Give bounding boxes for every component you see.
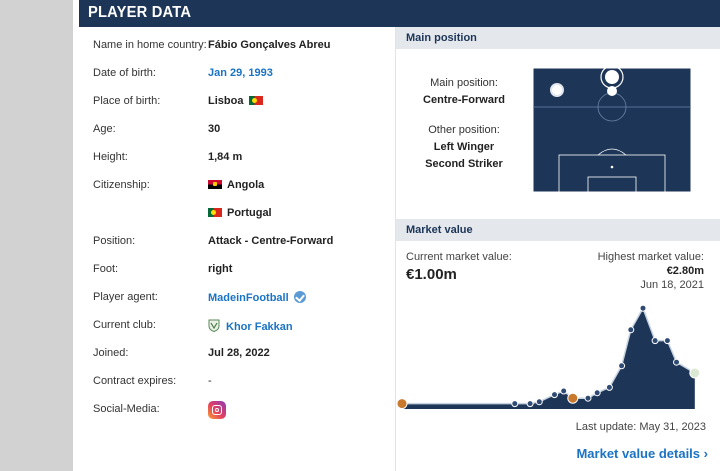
- main-position-header: Main position: [396, 27, 720, 49]
- market-value-heading: Market value: [406, 224, 473, 236]
- date-of-birth-link[interactable]: Jan 29, 1993: [208, 67, 273, 79]
- info-label: Age:: [93, 123, 116, 135]
- info-value: Portugal: [208, 207, 272, 219]
- info-value: -: [208, 375, 212, 387]
- info-value: Fábio Gonçalves Abreu: [208, 39, 331, 51]
- market-value-point[interactable]: [526, 400, 534, 408]
- player-agent-name: MadeinFootball: [208, 292, 289, 304]
- market-value-point[interactable]: [605, 383, 613, 391]
- market-value-point[interactable]: [663, 337, 671, 345]
- info-value: right: [208, 263, 233, 275]
- market-value-point[interactable]: [396, 398, 408, 410]
- last-update-text: Last update: May 31, 2023: [575, 421, 706, 433]
- player-agent-link[interactable]: MadeinFootball: [208, 291, 306, 304]
- page-left-gutter: [0, 0, 73, 471]
- citizenship-angola: Angola: [227, 179, 265, 191]
- market-value-point[interactable]: [584, 394, 592, 402]
- main-position-label: Main position:: [430, 77, 498, 89]
- market-value-point[interactable]: [689, 367, 701, 379]
- khor-fakkan-crest-icon: [208, 319, 220, 332]
- player-data-title: PLAYER DATA: [88, 4, 192, 21]
- market-value-point[interactable]: [593, 389, 601, 397]
- page-divider: [73, 0, 79, 471]
- highest-value: €2.80m: [666, 265, 704, 277]
- instagram-icon[interactable]: [208, 401, 226, 419]
- market-value-point[interactable]: [560, 387, 568, 395]
- market-value-header: Market value: [396, 219, 720, 241]
- left-winger-marker: [550, 83, 564, 97]
- main-position-value: Centre-Forward: [423, 94, 505, 106]
- info-value: Jul 28, 2022: [208, 347, 270, 359]
- flag-angola-icon: [208, 180, 222, 189]
- market-value-point[interactable]: [535, 398, 543, 406]
- current-club-name: Khor Fakkan: [226, 321, 293, 333]
- market-value-chart: [396, 304, 701, 410]
- info-label: Name in home country:: [93, 39, 207, 51]
- place-of-birth-text: Lisboa: [208, 95, 244, 107]
- info-value: 30: [208, 123, 221, 135]
- info-label: Date of birth:: [93, 67, 156, 79]
- other-position-value-1: Left Winger: [433, 141, 495, 153]
- info-label: Social-Media:: [93, 403, 160, 415]
- market-value-area: [402, 308, 695, 409]
- info-value: Lisboa: [208, 95, 264, 107]
- info-label: Contract expires:: [93, 375, 177, 387]
- citizenship-portugal: Portugal: [227, 207, 272, 219]
- main-position-heading: Main position: [406, 32, 477, 44]
- player-data-card: PLAYER DATA Name in home country: Fábio …: [79, 0, 720, 471]
- info-value: 1,84 m: [208, 151, 243, 163]
- current-value: €1.00m: [406, 266, 457, 283]
- info-label: Player agent:: [93, 291, 158, 303]
- info-label: Place of birth:: [93, 95, 161, 107]
- main-position-marker: [605, 70, 619, 84]
- other-position-value-2: Second Striker: [425, 158, 503, 170]
- chevron-right-icon: ›: [703, 446, 708, 461]
- market-value-point[interactable]: [551, 391, 558, 399]
- highest-value-date: Jun 18, 2021: [640, 279, 704, 291]
- pitch-penalty-spot: [610, 165, 614, 169]
- current-value-label: Current market value:: [406, 251, 512, 263]
- market-value-point[interactable]: [511, 400, 519, 408]
- market-value-point[interactable]: [618, 362, 626, 370]
- pitch-diagram: [532, 67, 692, 193]
- info-label: Joined:: [93, 347, 129, 359]
- verified-badge-icon: [293, 291, 306, 303]
- current-club-link[interactable]: Khor Fakkan: [208, 319, 293, 333]
- pitch-goal-area: [587, 176, 637, 193]
- info-label: Citizenship:: [93, 179, 150, 191]
- highest-value-label: Highest market value:: [597, 251, 704, 263]
- player-info-list: Name in home country: Fábio Gonçalves Ab…: [79, 27, 392, 471]
- player-data-header: PLAYER DATA: [79, 0, 720, 27]
- market-value-details-label: Market value details: [576, 446, 701, 461]
- market-value-point[interactable]: [639, 304, 647, 312]
- market-value-point[interactable]: [627, 326, 635, 334]
- info-value: Angola: [208, 179, 264, 191]
- flag-portugal-icon: [249, 96, 264, 105]
- info-label: Foot:: [93, 263, 119, 275]
- second-striker-marker: [607, 86, 617, 96]
- market-value-point[interactable]: [567, 392, 579, 404]
- flag-portugal-icon: [208, 208, 222, 217]
- market-value-point[interactable]: [651, 337, 659, 345]
- info-value: Attack - Centre-Forward: [208, 235, 334, 247]
- right-panel: Main position Main position: Centre-Forw…: [395, 27, 720, 471]
- market-value-point[interactable]: [673, 358, 680, 366]
- pitch-penalty-arc: [597, 148, 627, 156]
- info-label: Height:: [93, 151, 128, 163]
- info-label: Current club:: [93, 319, 156, 331]
- market-value-details-link[interactable]: Market value details ›: [576, 446, 708, 461]
- info-label: Position:: [93, 235, 136, 247]
- other-position-label: Other position:: [428, 124, 500, 136]
